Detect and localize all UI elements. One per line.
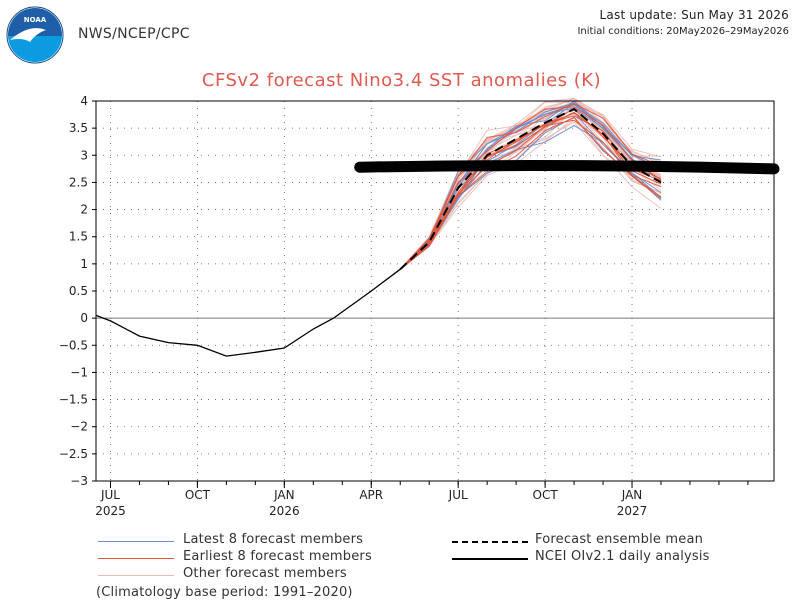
x-tick-label: JAN [273,488,295,502]
last-update-label: Last update: Sun May 31 2026 [599,8,789,22]
noaa-logo: NOAA [6,6,64,64]
forecast-member-line [399,103,662,270]
axes: −3 −2.5 −2 −1.5 −1 −0.5 0 0.5 1 1.5 2 2.5 3 3.5 4 JUL 20… [59,94,749,518]
y-tick-label: 2.5 [69,175,88,189]
forecast-member-line [399,106,662,270]
x-tick-label: JAN [621,488,643,502]
forecast-member-line [399,106,662,270]
overlay-bar [354,160,780,175]
y-tick-label: −2 [70,420,88,434]
y-tick-label: 3 [80,148,88,162]
x-tick-label: OCT [185,488,211,502]
ensemble-mean-line [399,107,662,271]
x-tick-label: JUL [448,488,468,502]
y-tick-label: −3 [70,474,88,488]
logo-text: NOAA [24,16,47,24]
climatology-note: (Climatology base period: 1991–2020) [96,585,353,600]
y-tick-label: −1 [70,365,88,379]
forecast-member-line [399,102,662,270]
forecast-member-line [399,124,662,270]
forecast-member-line [399,100,662,270]
forecast-member-line [399,112,662,270]
x-year-label: 2026 [269,504,300,518]
y-tick-label: 2 [80,203,88,217]
x-tick-label: APR [359,488,383,502]
y-tick-label: −0.5 [59,338,88,352]
y-tick-label: 4 [80,94,88,108]
chart-title: CFSv2 forecast Nino3.4 SST anomalies (K) [201,70,602,91]
y-tick-label: 1.5 [69,230,88,244]
agency-label: NWS/NCEP/CPC [78,26,190,42]
forecast-member-line [399,101,662,270]
y-tick-label: 3.5 [69,121,88,135]
forecast-member-line [399,111,662,270]
forecast-member-line [399,101,662,270]
y-tick-label: −1.5 [59,393,88,407]
y-tick-label: 0.5 [69,284,88,298]
series-lines [95,107,662,357]
y-tick-label: 1 [80,257,88,271]
x-year-label: 2027 [617,504,648,518]
initial-conditions-label: Initial conditions: 20May2026–29May2026 [577,26,789,37]
forecast-member-line [399,106,662,270]
x-year-label: 2025 [95,504,126,518]
y-tick-label: 0 [80,311,88,325]
forecast-member-line [399,100,662,270]
forecast-members [399,97,662,270]
overlay-annotation [354,160,780,175]
forecast-member-line [399,100,662,270]
x-tick-label: OCT [533,488,559,502]
analysis-line [95,268,401,357]
forecast-member-line [399,101,662,270]
x-tick-label: JUL [100,488,120,502]
grid [96,101,774,481]
y-tick-label: −2.5 [59,447,88,461]
